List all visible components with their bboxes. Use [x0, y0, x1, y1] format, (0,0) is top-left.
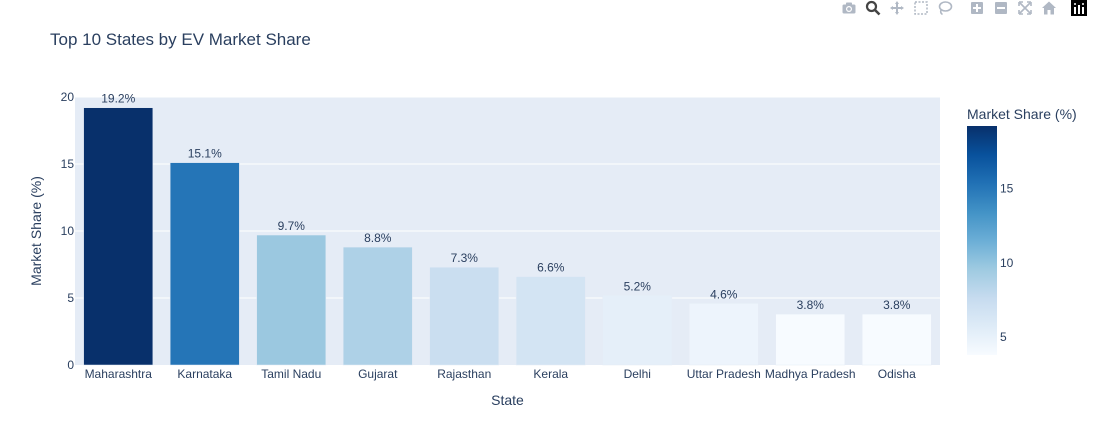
zoom-in-icon[interactable]: [965, 0, 989, 16]
data-label: 9.7%: [278, 219, 306, 233]
data-label: 19.2%: [101, 92, 135, 106]
bar[interactable]: [861, 313, 932, 366]
chart-title: Top 10 States by EV Market Share: [50, 30, 311, 49]
bars: [83, 107, 932, 366]
reset-axes-icon[interactable]: [1037, 0, 1061, 16]
colorbar-tick-label: 15: [1000, 181, 1014, 195]
colorbar-ticks: 5 10 15: [1000, 181, 1014, 344]
colorbar: Market Share (%) 5 10 15: [967, 106, 1077, 355]
bar[interactable]: [515, 276, 586, 366]
x-tick-label: Madhya Pradesh: [765, 367, 856, 381]
bar[interactable]: [775, 313, 846, 366]
colorbar-gradient: [967, 126, 997, 355]
x-tick-label: Tamil Nadu: [261, 367, 321, 381]
y-tick-label: 20: [61, 90, 75, 104]
colorbar-tick-label: 10: [1000, 256, 1014, 270]
y-tick-label: 5: [67, 291, 74, 305]
x-tick-label: Maharashtra: [85, 367, 153, 381]
data-labels: 19.2% 15.1% 9.7% 8.8% 7.3% 6.6% 5.2% 4.6% 3.8% 3.…: [101, 92, 911, 312]
x-tick-label: Odisha: [878, 367, 916, 381]
data-label: 8.8%: [364, 231, 392, 245]
plotly-logo-icon[interactable]: [1071, 0, 1087, 16]
lasso-select-icon[interactable]: [933, 0, 957, 16]
pan-icon[interactable]: [885, 0, 909, 16]
colorbar-tick-label: 5: [1000, 330, 1007, 344]
zoom-icon[interactable]: [861, 0, 885, 16]
zoom-out-icon[interactable]: [989, 0, 1013, 16]
x-tick-label: Karnataka: [177, 367, 232, 381]
y-tick-label: 15: [61, 157, 75, 171]
data-label: 5.2%: [624, 279, 652, 293]
y-axis-label: Market Share (%): [28, 176, 44, 286]
bar[interactable]: [256, 234, 327, 366]
modebar: [837, 0, 1087, 16]
bar[interactable]: [602, 295, 673, 366]
autoscale-icon[interactable]: [1013, 0, 1037, 16]
data-label: 4.6%: [710, 287, 738, 301]
data-label: 6.6%: [537, 261, 565, 275]
data-label: 3.8%: [883, 298, 911, 312]
y-tick-label: 0: [67, 358, 74, 372]
x-tick-label: Kerala: [533, 367, 568, 381]
box-select-icon[interactable]: [909, 0, 933, 16]
camera-icon[interactable]: [837, 0, 861, 16]
colorbar-title: Market Share (%): [967, 106, 1077, 122]
x-tick-label: Uttar Pradesh: [687, 367, 761, 381]
y-tick-labels: 0 5 10 15 20: [61, 90, 75, 372]
x-axis-label: State: [491, 392, 524, 408]
bar[interactable]: [342, 246, 413, 366]
bar[interactable]: [83, 107, 154, 366]
bar[interactable]: [688, 303, 759, 366]
bar[interactable]: [429, 266, 500, 366]
x-tick-label: Rajasthan: [437, 367, 491, 381]
data-label: 7.3%: [451, 251, 479, 265]
x-tick-label: Delhi: [624, 367, 651, 381]
data-label: 3.8%: [797, 298, 825, 312]
bar[interactable]: [169, 162, 240, 366]
y-tick-label: 10: [61, 224, 75, 238]
data-label: 15.1%: [188, 147, 222, 161]
x-tick-label: Gujarat: [358, 367, 398, 381]
x-tick-labels: Maharashtra Karnataka Tamil Nadu Gujarat Raj…: [85, 367, 917, 381]
